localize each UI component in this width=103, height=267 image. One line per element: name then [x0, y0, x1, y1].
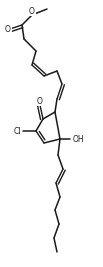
Text: O: O [5, 25, 11, 33]
Text: O: O [29, 6, 35, 15]
Text: OH: OH [72, 135, 84, 143]
Text: Cl: Cl [13, 127, 21, 135]
Text: O: O [37, 96, 43, 105]
